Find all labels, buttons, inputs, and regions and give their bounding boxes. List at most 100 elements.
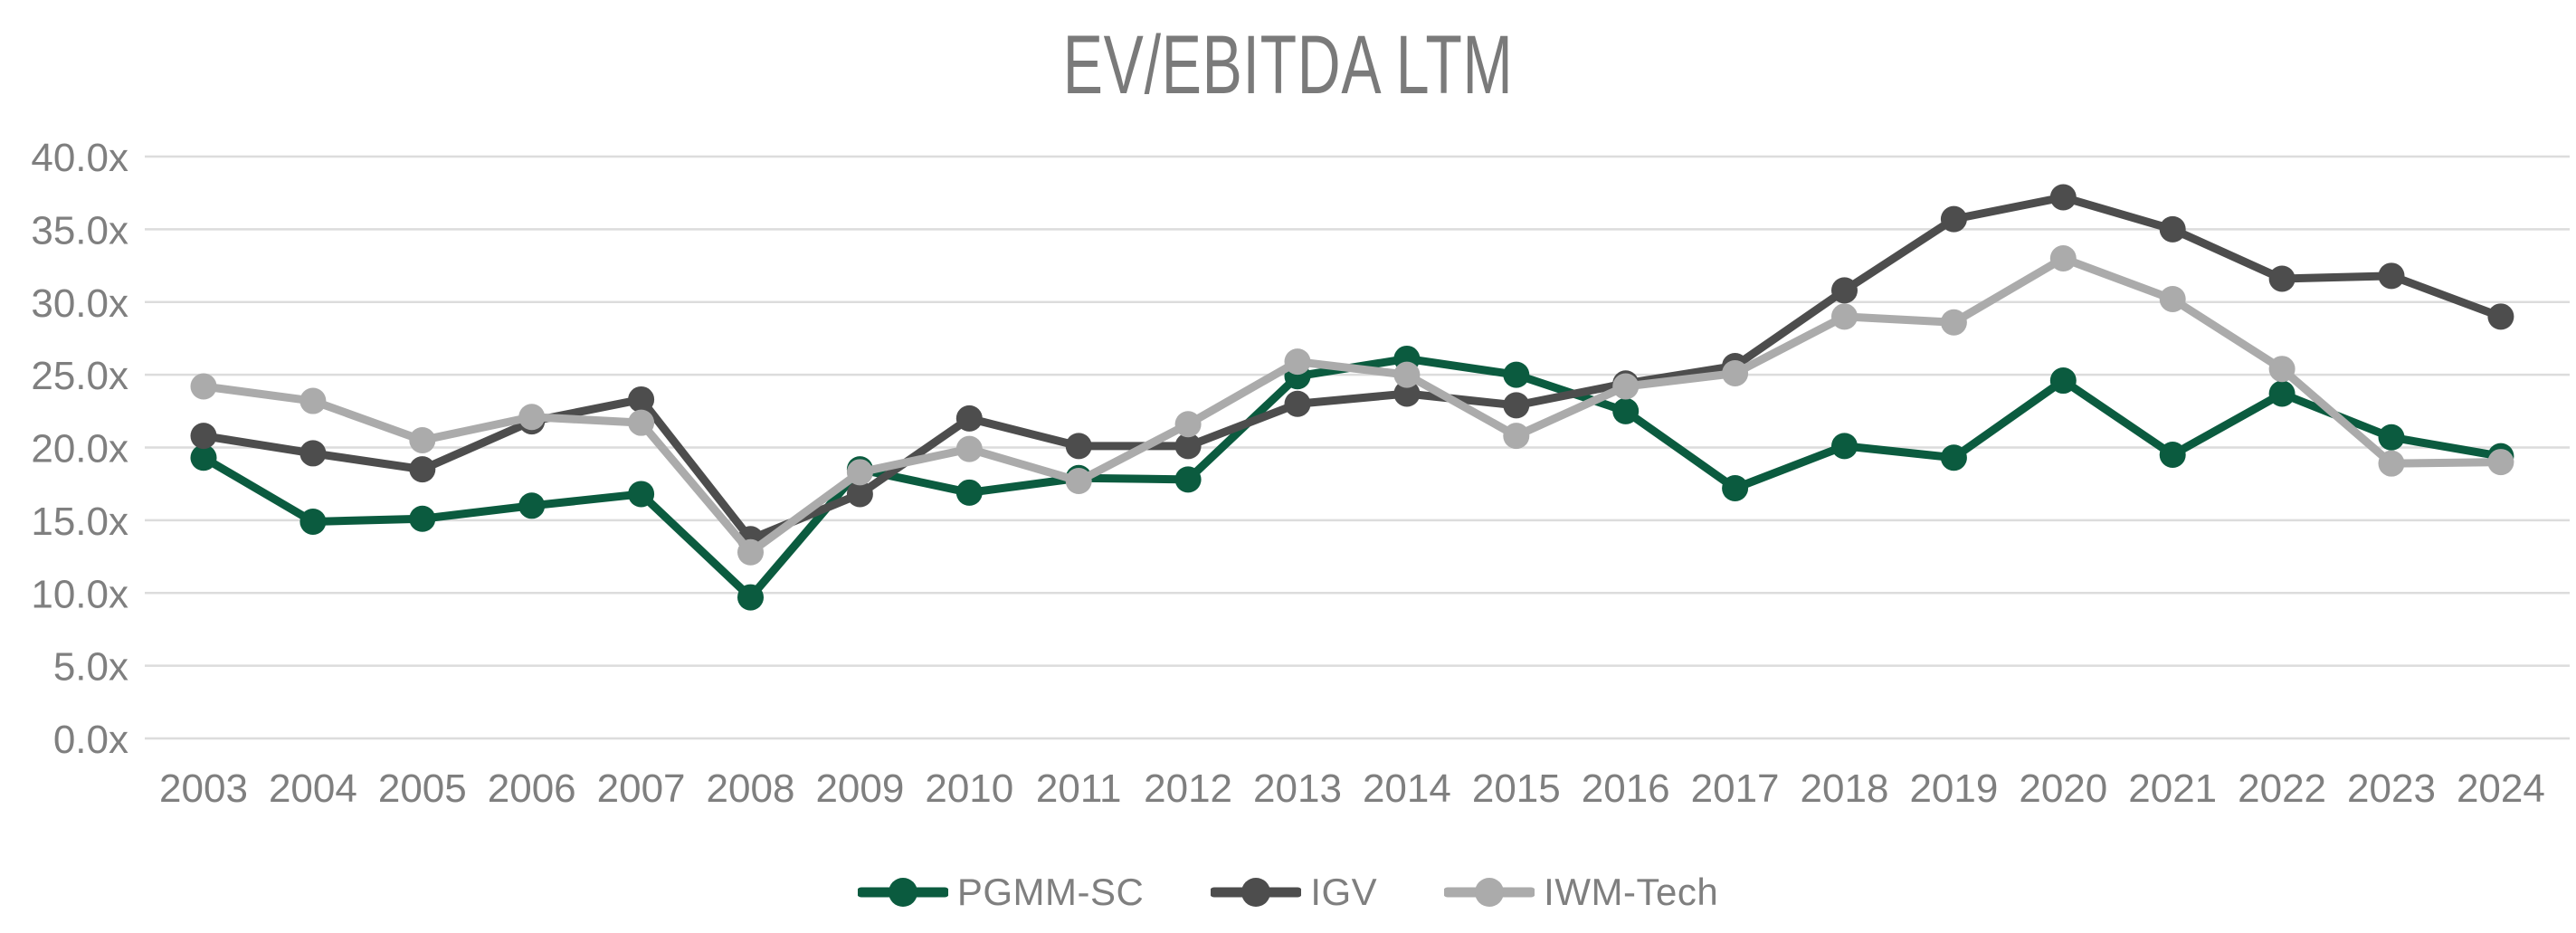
x-axis-tick-label: 2018 (1801, 766, 1889, 811)
data-point-iwm-tech-2022 (2268, 356, 2296, 383)
data-point-pgmm-sc-2003 (190, 444, 217, 471)
y-axis-tick-label: 35.0x (31, 208, 128, 252)
data-point-pgmm-sc-2019 (1940, 444, 1967, 471)
x-axis-tick-label: 2006 (488, 766, 576, 811)
data-point-iwm-tech-2021 (2159, 286, 2186, 313)
y-axis-tick-label: 20.0x (31, 427, 128, 471)
data-point-iwm-tech-2020 (2049, 245, 2077, 272)
data-point-igv-2010 (955, 405, 983, 432)
x-axis-tick-label: 2003 (159, 766, 248, 811)
data-point-pgmm-sc-2017 (1722, 475, 1749, 502)
data-point-iwm-tech-2019 (1940, 309, 1967, 336)
x-axis-tick-label: 2012 (1144, 766, 1232, 811)
data-point-iwm-tech-2008 (737, 538, 764, 566)
data-point-igv-2015 (1503, 392, 1530, 419)
data-point-iwm-tech-2009 (846, 459, 873, 486)
x-axis-tick-label: 2009 (815, 766, 904, 811)
chart-title: EV/EBITDA LTM (1062, 19, 1514, 111)
data-point-igv-2014 (1393, 380, 1421, 407)
data-point-igv-2024 (2487, 303, 2514, 330)
legend-item-pgmm-sc: PGMM-SC (857, 871, 1145, 914)
x-axis-tick-label: 2019 (1909, 766, 1998, 811)
data-point-iwm-tech-2015 (1503, 423, 1530, 450)
data-point-igv-2023 (2378, 262, 2405, 290)
data-point-pgmm-sc-2022 (2268, 380, 2296, 407)
data-point-iwm-tech-2003 (190, 373, 217, 400)
legend-marker-line-dot-icon (1211, 878, 1302, 907)
data-point-iwm-tech-2014 (1393, 361, 1421, 388)
x-axis-tick-label: 2020 (2019, 766, 2107, 811)
x-axis-tick-label: 2024 (2457, 766, 2545, 811)
x-axis-tick-label: 2016 (1582, 766, 1670, 811)
data-point-igv-2007 (628, 386, 655, 413)
data-point-iwm-tech-2007 (628, 409, 655, 436)
data-point-igv-2012 (1174, 433, 1202, 460)
data-point-igv-2019 (1940, 205, 1967, 233)
x-axis-tick-label: 2004 (269, 766, 357, 811)
x-axis-tick-label: 2011 (1036, 766, 1122, 811)
y-axis-tick-label: 25.0x (31, 354, 128, 398)
data-point-pgmm-sc-2020 (2049, 367, 2077, 395)
data-point-iwm-tech-2010 (955, 435, 983, 462)
data-point-pgmm-sc-2018 (1831, 433, 1858, 460)
data-point-igv-2021 (2159, 215, 2186, 243)
data-point-igv-2003 (190, 423, 217, 450)
data-point-pgmm-sc-2010 (955, 479, 983, 506)
data-point-igv-2011 (1065, 433, 1092, 460)
x-axis-tick-label: 2014 (1363, 766, 1451, 811)
x-axis-tick-label: 2015 (1472, 766, 1561, 811)
data-point-iwm-tech-2016 (1612, 373, 1640, 400)
y-axis-tick-label: 15.0x (31, 500, 128, 544)
series-line-iwm-tech (199, 254, 2505, 557)
data-point-igv-2004 (299, 440, 327, 467)
data-point-iwm-tech-2004 (299, 387, 327, 414)
data-point-igv-2013 (1284, 390, 1311, 417)
data-point-iwm-tech-2012 (1174, 411, 1202, 438)
legend-item-igv: IGV (1211, 871, 1377, 914)
x-axis-tick-label: 2021 (2128, 766, 2217, 811)
data-point-pgmm-sc-2023 (2378, 424, 2405, 451)
data-point-pgmm-sc-2015 (1503, 361, 1530, 388)
data-point-iwm-tech-2023 (2378, 450, 2405, 477)
y-axis-tick-label: 10.0x (31, 572, 128, 616)
y-axis-tick-label: 0.0x (53, 718, 128, 762)
x-axis-tick-label: 2023 (2347, 766, 2436, 811)
data-point-iwm-tech-2011 (1065, 467, 1092, 494)
legend-label-pgmm-sc: PGMM-SC (956, 871, 1145, 913)
data-point-pgmm-sc-2005 (409, 505, 436, 532)
data-point-igv-2009 (846, 481, 873, 508)
data-point-pgmm-sc-2012 (1174, 466, 1202, 493)
x-axis-tick-label: 2017 (1691, 766, 1780, 811)
data-point-igv-2018 (1831, 277, 1858, 304)
data-point-pgmm-sc-2004 (299, 508, 327, 535)
legend-marker-line-dot-icon (857, 878, 948, 907)
data-point-iwm-tech-2024 (2487, 449, 2514, 476)
x-axis-tick-label: 2008 (707, 766, 795, 811)
data-point-pgmm-sc-2006 (518, 492, 546, 519)
data-point-igv-2022 (2268, 265, 2296, 292)
data-point-igv-2020 (2049, 184, 2077, 211)
data-point-iwm-tech-2006 (518, 404, 546, 431)
legend-label-iwm-tech: IWM-Tech (1544, 871, 1719, 913)
series-line-pgmm-sc (199, 354, 2505, 602)
legend-item-iwm-tech: IWM-Tech (1444, 871, 1718, 914)
data-point-iwm-tech-2018 (1831, 303, 1858, 330)
data-point-iwm-tech-2013 (1284, 348, 1311, 376)
y-axis-tick-label: 40.0x (31, 136, 128, 180)
y-axis-tick-label: 5.0x (53, 645, 128, 690)
x-axis-tick-label: 2013 (1253, 766, 1342, 811)
x-axis-tick-label: 2007 (597, 766, 686, 811)
data-point-pgmm-sc-2016 (1612, 397, 1640, 424)
chart-title-row: EV/EBITDA LTM (0, 20, 2576, 110)
legend: PGMM-SC IGV IWM-Tech (0, 871, 2576, 914)
data-point-iwm-tech-2017 (1722, 360, 1749, 387)
legend-label-igv: IGV (1310, 871, 1378, 913)
legend-marker-line-dot-icon (1444, 878, 1535, 907)
data-point-pgmm-sc-2008 (737, 584, 764, 611)
x-axis-tick-label: 2005 (378, 766, 467, 811)
y-axis-tick-label: 30.0x (31, 281, 128, 326)
x-axis-tick-label: 2010 (925, 766, 1013, 811)
series-line-igv (199, 193, 2505, 544)
